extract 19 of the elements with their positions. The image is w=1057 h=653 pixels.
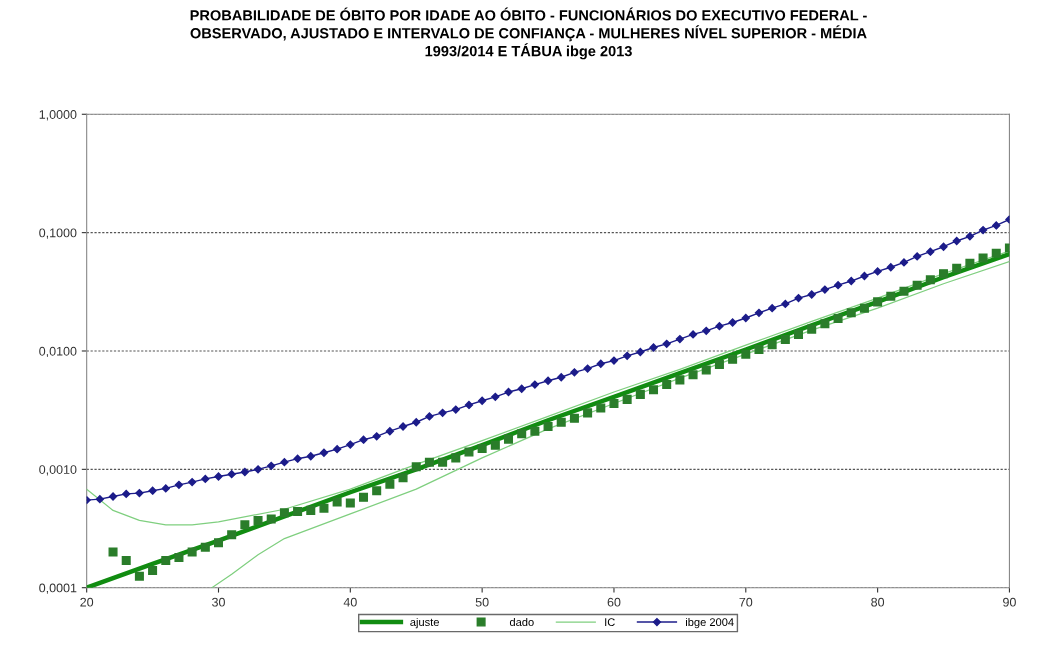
- legend-label: dado: [509, 617, 534, 627]
- x-tick-label: 90: [1003, 597, 1016, 607]
- y-tick-label: 1,0000: [39, 110, 77, 121]
- legend-label: ajuste: [410, 617, 439, 629]
- y-tick-label: 0,0001: [39, 583, 77, 594]
- y-tick-label: 0,0010: [39, 465, 77, 476]
- y-tick-label: 0,0100: [39, 346, 77, 358]
- x-tick-label: 60: [607, 597, 621, 607]
- line-series: [211, 260, 1010, 588]
- legend-label: ibge 2004: [686, 617, 734, 629]
- legend-label: IC: [605, 618, 615, 627]
- x-tick-label: 80: [871, 597, 885, 607]
- y-tick-label: 0,1000: [39, 228, 77, 239]
- x-tick-label: 70: [739, 597, 753, 607]
- x-tick-label: 50: [475, 597, 489, 607]
- chart-title: PROBABILIDADE DE ÓBITO POR IDADE AO ÓBITO - FUNCIONÁRIOS DO EXECUTIVO FEDERAL - OBSERVADO, AJUSTADO E INTERVALO DE CONFIANÇA - MULHERES NÍVEL SUPERIOR - MÉDIA 1993/2014 E TÁBUA ibge 2013: [190, 7, 867, 60]
- x-tick-label: 30: [212, 597, 225, 607]
- x-tick-label: 40: [343, 597, 357, 607]
- x-tick-label: 20: [80, 597, 94, 607]
